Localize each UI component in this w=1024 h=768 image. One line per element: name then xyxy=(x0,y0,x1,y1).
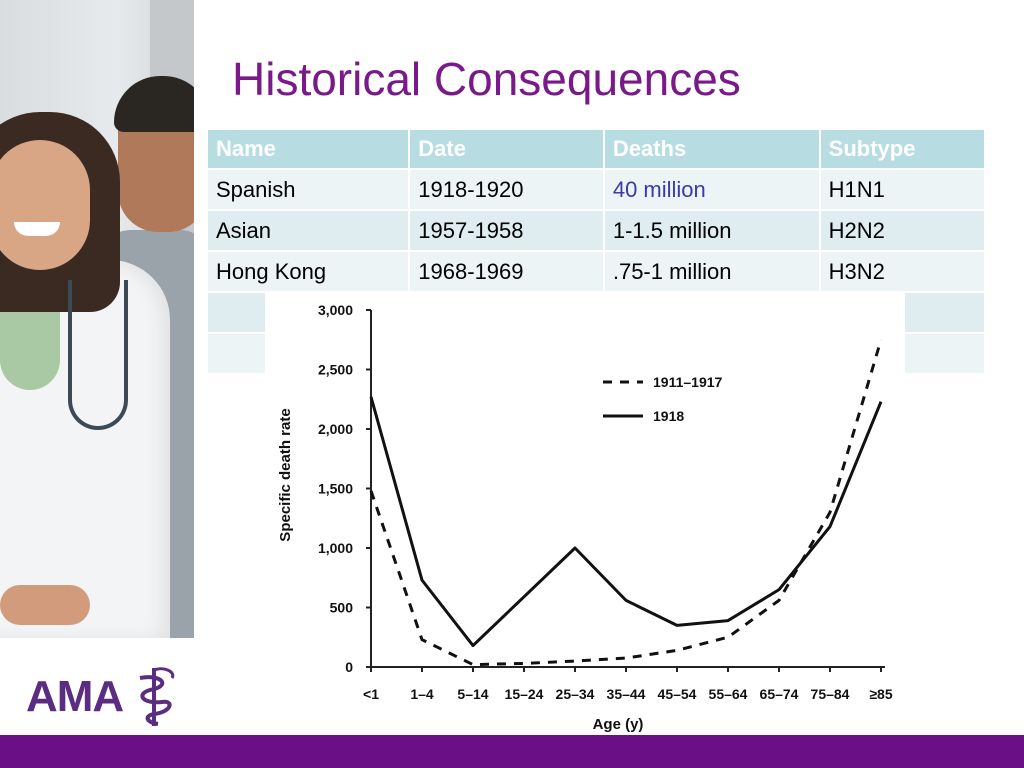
series-line-0 xyxy=(369,339,883,667)
table-header-row: Name Date Deaths Subtype xyxy=(208,130,984,168)
x-tick-label: 15–24 xyxy=(505,686,544,702)
x-tick-label: 75–84 xyxy=(811,686,850,702)
header-deaths: Deaths xyxy=(604,130,819,168)
x-tick-label: 65–74 xyxy=(760,686,799,702)
table-row: Hong Kong 1968-1969 .75-1 million H3N2 xyxy=(208,252,984,291)
caduceus-icon xyxy=(139,667,175,726)
x-tick-label: ≥85 xyxy=(869,686,892,702)
series-line-1 xyxy=(369,396,883,648)
cell-name: Hong Kong xyxy=(208,252,409,291)
legend-label: 1918 xyxy=(653,408,684,424)
y-tick-label: 3,000 xyxy=(318,302,353,318)
ama-logo: AMA xyxy=(26,664,176,728)
y-tick-label: 500 xyxy=(330,600,354,616)
cell-deaths: .75-1 million xyxy=(604,252,819,291)
x-tick-label: <1 xyxy=(363,686,379,702)
x-tick-label: 55–64 xyxy=(709,686,748,702)
header-name: Name xyxy=(208,130,409,168)
legend-label: 1911–1917 xyxy=(653,374,723,390)
table-row: Spanish 1918-1920 40 million H1N1 xyxy=(208,170,984,209)
photo-woman-hands xyxy=(0,585,90,625)
y-axis-label: Specific death rate xyxy=(277,408,294,541)
x-tick-label: 5–14 xyxy=(457,686,488,702)
death-rate-chart: 0 500 1,000 1,500 2,000 2,500 3,000 <1 1–4 5–14 1… xyxy=(265,292,905,744)
x-tick-label: 1–4 xyxy=(410,686,434,702)
y-tick-label: 0 xyxy=(345,659,353,675)
header-subtype: Subtype xyxy=(820,130,984,168)
cell-subtype: H1N1 xyxy=(820,170,984,209)
photo-woman-smile xyxy=(14,222,60,236)
cell-name: Spanish xyxy=(208,170,409,209)
cell-name: Asian xyxy=(208,211,409,250)
slide-title: Historical Consequences xyxy=(232,53,741,105)
x-tick-label: 25–34 xyxy=(556,686,595,702)
header-date: Date xyxy=(410,130,603,168)
table-row: Asian 1957-1958 1-1.5 million H2N2 xyxy=(208,211,984,250)
x-tick-label: 35–44 xyxy=(607,686,646,702)
stethoscope-icon xyxy=(68,280,128,430)
footer-bar xyxy=(0,735,1024,768)
y-tick-label: 1,500 xyxy=(318,481,353,497)
doctors-photo xyxy=(0,0,194,638)
cell-subtype: H3N2 xyxy=(820,252,984,291)
cell-subtype: H2N2 xyxy=(820,211,984,250)
photo-woman-face xyxy=(0,140,90,270)
cell-date: 1957-1958 xyxy=(410,211,603,250)
photo-man-hair xyxy=(114,76,194,132)
cell-date: 1968-1969 xyxy=(410,252,603,291)
y-tick-label: 2,500 xyxy=(318,362,353,378)
cell-date: 1918-1920 xyxy=(410,170,603,209)
x-tick-label: 45–54 xyxy=(658,686,697,702)
x-axis-label: Age (y) xyxy=(593,716,644,733)
y-tick-label: 2,000 xyxy=(318,421,353,437)
logo-text: AMA xyxy=(26,672,124,721)
y-tick-label: 1,000 xyxy=(318,540,353,556)
cell-deaths: 1-1.5 million xyxy=(604,211,819,250)
cell-deaths-link[interactable]: 40 million xyxy=(604,170,819,209)
